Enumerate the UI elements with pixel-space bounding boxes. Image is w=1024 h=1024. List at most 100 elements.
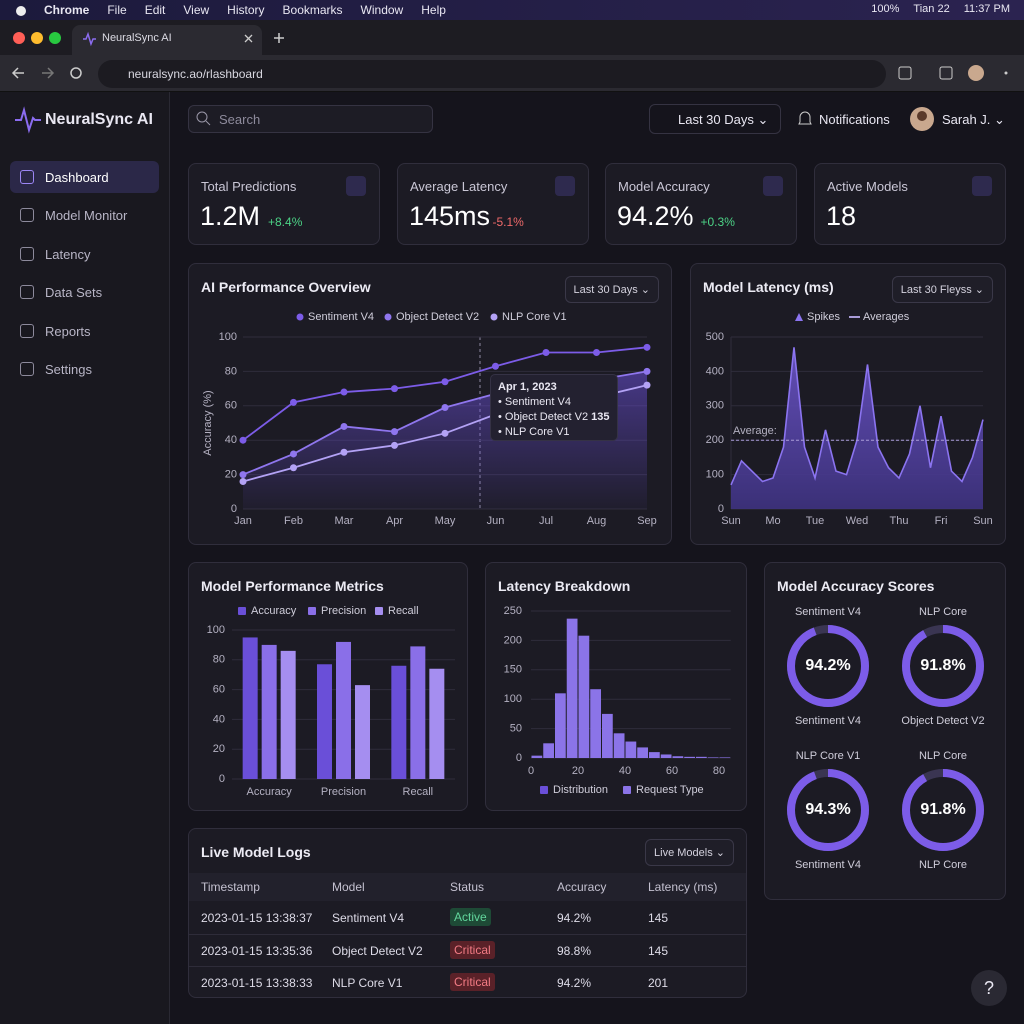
time: 11:37 PM xyxy=(963,3,1010,15)
nav-label: Settings xyxy=(45,362,92,377)
table-cell: 145 xyxy=(648,911,669,925)
kpi-value: 94.2% xyxy=(617,201,694,231)
extensions[interactable] xyxy=(898,66,912,80)
chart-filter[interactable]: Last 30 Fleyss ⌄ xyxy=(891,276,993,303)
user-name[interactable]: Sarah J. ⌄ xyxy=(942,112,1005,127)
chart-filter[interactable]: Last 30 Days ⌄ xyxy=(564,276,659,303)
table-filter-label: Live Models xyxy=(654,847,713,859)
menu[interactable] xyxy=(1004,71,1008,75)
menu-bar: Chrome File Edit View History Bookmarks Windo… xyxy=(0,0,1024,20)
zoom-window[interactable] xyxy=(49,32,61,44)
profile[interactable] xyxy=(968,65,984,81)
kpi-value: 1.2M xyxy=(200,201,261,231)
kpi-label: Model Accuracy xyxy=(618,179,710,194)
table-cell: 201 xyxy=(648,976,669,990)
tooltip-series: Object Detect V2 xyxy=(504,411,589,423)
tab-title: NeuralSync AI xyxy=(102,32,172,44)
chart-title: AI Performance Overview xyxy=(201,279,371,295)
new-tab[interactable] xyxy=(274,33,284,43)
kpi-icon xyxy=(972,176,992,196)
back[interactable] xyxy=(11,67,24,79)
favicon xyxy=(83,31,96,47)
nav-label: Data Sets xyxy=(45,285,103,301)
table-cell: 145 xyxy=(648,943,669,958)
date-range[interactable]: Last 30 Days ⌄ xyxy=(649,104,781,134)
kpi-change: +8.4% xyxy=(268,215,303,229)
chart-card xyxy=(690,263,1006,545)
kpi-icon xyxy=(555,176,575,196)
status-badge: Critical xyxy=(450,940,495,959)
menu-item[interactable]: Help xyxy=(421,3,446,17)
url-field[interactable]: neuralsync.ao/rlashboard xyxy=(98,60,886,88)
window-controls xyxy=(13,32,284,44)
nav-label: Dashboard xyxy=(45,170,109,185)
notifications[interactable]: Notifications xyxy=(819,112,890,127)
row-divider xyxy=(189,966,746,967)
status-badge: Active xyxy=(450,908,491,926)
kpi-icon xyxy=(346,176,366,196)
brand-logo xyxy=(15,106,41,134)
reload[interactable] xyxy=(70,67,82,79)
kpi-change: -5.1% xyxy=(492,215,524,229)
chart-title: Latency Breakdown xyxy=(498,578,631,594)
close-tab[interactable] xyxy=(244,34,253,43)
date: Tian 22 xyxy=(913,3,950,15)
close-window[interactable] xyxy=(13,32,25,44)
nav-label: Reports xyxy=(45,323,91,339)
tooltip-series: Sentiment V4 xyxy=(504,396,571,408)
menu-item[interactable]: File xyxy=(107,3,127,17)
user: Sarah J. xyxy=(942,112,991,127)
kpi-label: Average Latency xyxy=(410,179,508,194)
sidebar xyxy=(0,92,170,1024)
kpi-change: +0.3% xyxy=(700,215,735,229)
table-cell: 2023-01-15 13:38:33 xyxy=(201,976,313,990)
menu-item[interactable]: Window xyxy=(360,3,404,17)
column-header: Status xyxy=(450,880,485,894)
menu-item[interactable]: History xyxy=(227,3,265,17)
nav-label: Latency xyxy=(45,246,91,262)
menu-item[interactable]: View xyxy=(183,3,210,17)
kpi-label: Active Models xyxy=(827,179,908,194)
apple-icon[interactable] xyxy=(14,3,28,17)
row-divider xyxy=(189,933,746,935)
table-cell: 2023-01-15 13:38:37 xyxy=(201,911,313,925)
avatar[interactable] xyxy=(909,106,935,132)
side-panel[interactable] xyxy=(939,66,953,80)
forward[interactable] xyxy=(42,67,55,79)
status-badge: Critical xyxy=(450,973,495,991)
bell-icon xyxy=(798,111,812,125)
search-icon xyxy=(196,111,211,126)
chart-card xyxy=(485,562,747,811)
table-cell: 94.2% xyxy=(557,976,592,990)
table-title: Live Model Logs xyxy=(201,844,311,860)
column-header: Model xyxy=(332,880,365,894)
nav-label: Model Monitor xyxy=(45,208,128,224)
menu-item[interactable]: Bookmarks xyxy=(282,3,343,17)
tooltip-series: NLP Core V1 xyxy=(504,426,570,438)
kpi-value: 18 xyxy=(826,201,857,231)
table-cell: Object Detect V2 xyxy=(332,943,423,958)
browser-tab[interactable]: NeuralSync AI xyxy=(72,25,262,55)
search-placeholder: Search xyxy=(219,112,261,127)
search-field[interactable]: Search xyxy=(188,105,433,133)
tooltip: Apr 1, 2023 • Sentiment V4 • Object Dete… xyxy=(490,374,618,441)
help-button[interactable]: ? xyxy=(971,970,1007,1006)
tab-icons xyxy=(83,31,253,47)
tooltip-row: • NLP Core V1 xyxy=(498,426,570,438)
chart-filter-label: Last 30 Fleyss xyxy=(900,284,972,296)
column-header: Accuracy xyxy=(557,880,607,894)
menu-item[interactable]: Edit xyxy=(144,3,166,17)
minimize-window[interactable] xyxy=(31,32,43,44)
nav-item[interactable] xyxy=(10,161,159,193)
nav-icon xyxy=(20,362,34,376)
url: neuralsync.ao/rlashboard xyxy=(128,67,263,81)
chart-card xyxy=(188,562,468,811)
chart-filter-label: Last 30 Days xyxy=(573,284,638,296)
kpi-icon xyxy=(763,176,783,196)
chart-card xyxy=(764,562,1006,900)
menu-app[interactable]: Chrome xyxy=(44,3,90,17)
nav-icon xyxy=(20,208,34,223)
table-filter[interactable]: Live Models ⌄ xyxy=(645,839,734,866)
